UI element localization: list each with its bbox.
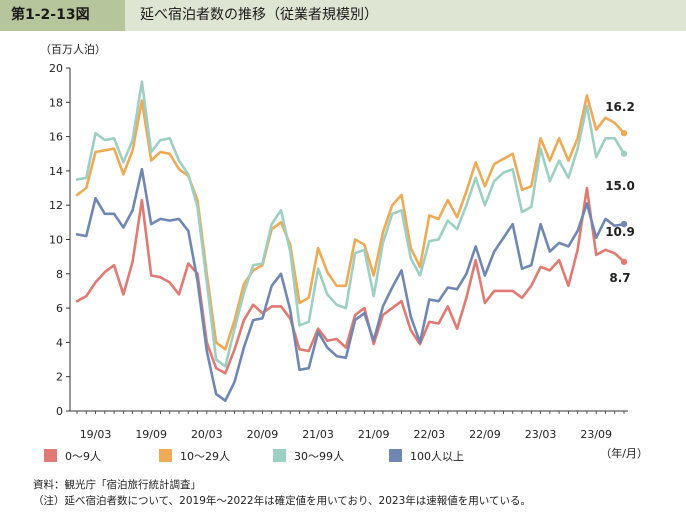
line-chart: （百万人泊） 0 2 4 6 8 10 12 14 16 18 20 19/03 19/09 20/03 20… [40, 43, 648, 463]
x-tick-label: 23/03 [525, 428, 557, 441]
y-tick-label: 8 [56, 268, 63, 281]
y-tick-label: 18 [49, 96, 63, 109]
y-tick-label: 10 [49, 234, 63, 247]
y-tick-label: 6 [56, 302, 63, 315]
x-axis-label: （年/月） [600, 446, 648, 460]
series-line-2 [75, 80, 626, 368]
series-end-marker-1 [620, 129, 628, 137]
legend-swatch [44, 449, 57, 462]
end-value-label: 15.0 [605, 179, 635, 193]
legend-label: 100人以上 [410, 450, 464, 463]
end-value-label: 8.7 [609, 271, 630, 285]
x-tick-label: 21/09 [358, 428, 390, 441]
series-end-marker-0 [620, 258, 628, 265]
x-tick-label: 21/03 [302, 428, 334, 441]
x-tick-label: 22/09 [469, 428, 501, 441]
x-tick-label: 20/09 [247, 428, 279, 441]
y-tick-label: 0 [56, 405, 63, 418]
source-note: 資料：観光庁「宿泊旅行統計調査」 [33, 479, 201, 491]
x-tick-label: 19/09 [135, 428, 167, 441]
x-tick-label: 20/03 [191, 428, 223, 441]
x-tick-label: 23/09 [580, 428, 612, 441]
legend-swatch [273, 449, 286, 462]
series-end-marker-2 [620, 150, 628, 157]
y-tick-label: 16 [49, 131, 63, 144]
x-tick-label: 22/03 [413, 428, 445, 441]
y-tick-label: 12 [49, 199, 63, 212]
legend-label: 30～99人 [294, 450, 344, 463]
figure-number: 第1-2-13図 [0, 0, 125, 31]
y-tick-label: 4 [56, 336, 63, 349]
y-tick-label: 14 [49, 165, 63, 178]
series-end-marker-3 [620, 220, 628, 228]
y-axis-label: （百万人泊） [40, 43, 106, 56]
y-tick-label: 2 [56, 371, 63, 384]
figure-header: 第1-2-13図 延べ宿泊者数の推移（従業者規模別） [0, 0, 686, 31]
legend-label: 0～9人 [65, 450, 101, 463]
x-tick-label: 19/03 [80, 428, 112, 441]
series-line-3 [75, 167, 626, 403]
series-line-1 [75, 94, 626, 351]
footnote: （注）延べ宿泊者数について、2019年～2022年は確定値を用いており、2023… [33, 495, 531, 507]
end-value-label: 10.9 [605, 225, 635, 239]
y-tick-label: 20 [49, 62, 63, 75]
series-line-0 [75, 186, 626, 375]
legend-swatch [389, 449, 402, 462]
legend-label: 10～29人 [180, 450, 230, 463]
figure-title: 延べ宿泊者数の推移（従業者規模別） [140, 7, 378, 23]
end-value-label: 16.2 [605, 100, 635, 114]
legend-swatch [159, 449, 172, 462]
